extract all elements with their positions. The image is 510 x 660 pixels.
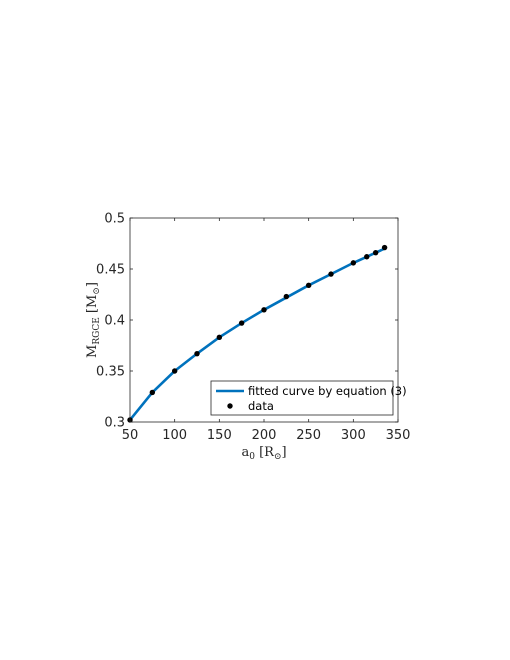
y-tick-label: 0.4 [104,314,125,329]
x-tick-label: 200 [252,428,277,443]
legend-label-fitted: fitted curve by equation (3) [248,384,407,398]
plot-frame [129,217,399,423]
y-axis-ticks: 0.3 0.35 0.4 0.45 0.5 [96,212,398,431]
data-point [283,293,290,300]
data-point [381,244,388,251]
x-tick-label: 150 [207,428,232,443]
x-axis-ticks: 50 100 150 200 250 300 350 [122,218,411,443]
data-point [261,307,267,313]
legend-box [210,380,394,416]
y-tick-label: 0.3 [104,416,125,431]
data-point [305,282,312,289]
data-point [216,334,223,341]
y-tick-label: 0.5 [104,212,125,227]
data-point [328,271,334,277]
y-tick-label: 0.35 [96,365,125,380]
x-tick-label: 300 [341,428,366,443]
y-tick-label: 0.45 [96,263,125,278]
data-point [372,249,379,256]
data-point [194,350,200,357]
legend: fitted curve by equation (3) data [210,380,407,416]
legend-marker-data [227,403,233,409]
x-axis-label: a0 [R⊙] [241,445,286,462]
data-point [238,320,245,326]
data-point [149,389,156,396]
x-tick-label: 350 [386,428,411,443]
data-point [171,368,178,374]
data-point [350,260,357,266]
y-axis-label: MRGCE [M⊙] [85,282,102,358]
x-tick-label: 250 [296,428,321,443]
data-point [364,254,370,260]
x-tick-label: 50 [122,428,139,443]
data-points [127,244,388,423]
legend-label-data: data [248,399,274,413]
x-tick-label: 100 [162,428,187,443]
